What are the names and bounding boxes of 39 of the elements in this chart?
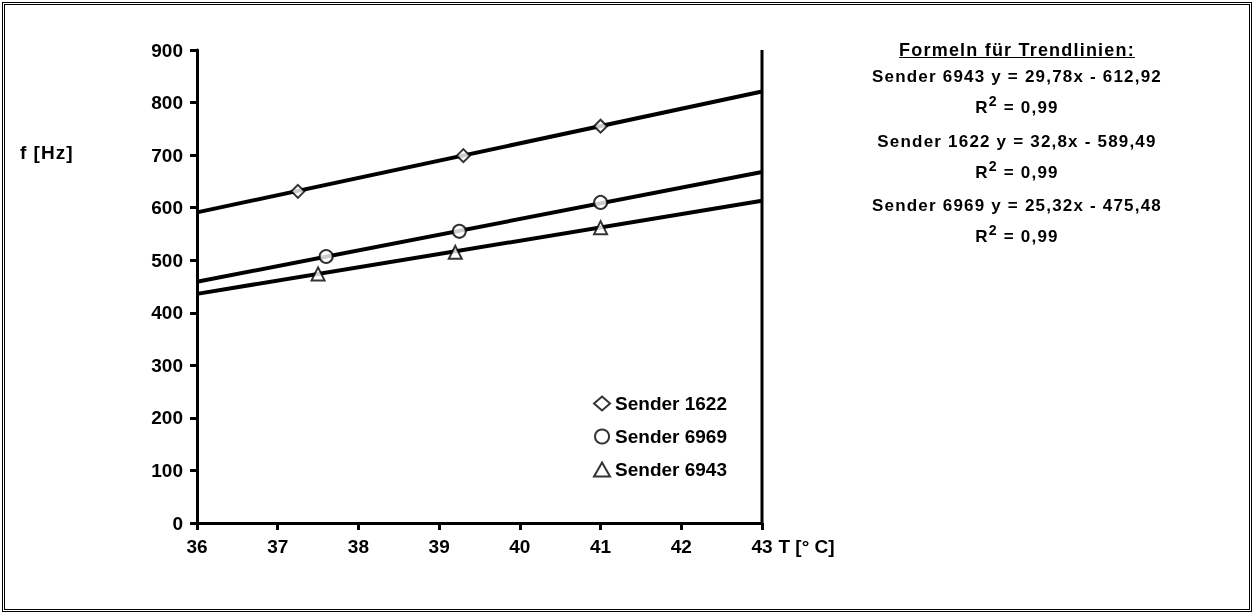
y-tick-label: 400 xyxy=(151,302,183,324)
y-tick-label: 300 xyxy=(151,354,183,376)
y-tick-label: 700 xyxy=(151,144,183,166)
x-tick-label: 42 xyxy=(670,536,692,557)
x-tick-label: 39 xyxy=(428,536,450,557)
legend-label: Sender 6969 xyxy=(615,426,728,447)
y-tick-label: 900 xyxy=(151,39,183,61)
x-tick-label: 41 xyxy=(590,536,612,557)
y-tick-label: 800 xyxy=(151,92,183,114)
text: R$^{2}$ = 0,99 xyxy=(974,156,1060,184)
text: R$^{2}$ = 0,99 xyxy=(974,221,1060,248)
point xyxy=(593,194,609,210)
point xyxy=(455,148,471,164)
x-axis-title: T [° C] xyxy=(778,536,835,557)
point xyxy=(447,244,463,260)
text: Sender 1622 y = 32,8x - 589,49 xyxy=(876,130,1158,153)
x-tick-label: 37 xyxy=(267,536,289,557)
text: Formeln für Trendlinien: xyxy=(898,40,1136,61)
point xyxy=(451,223,467,239)
x-tick-label: 40 xyxy=(509,536,531,557)
point xyxy=(593,220,609,236)
legend-label: Sender 1622 xyxy=(615,393,728,414)
y-tick-label: 600 xyxy=(151,197,183,219)
y-tick-label: 0 xyxy=(172,512,183,534)
y-tick-label: 200 xyxy=(151,407,183,429)
y-axis-title: f [Hz] xyxy=(20,142,74,164)
text: R$^{2}$ = 0,99 xyxy=(974,92,1060,119)
y-tick-label: 500 xyxy=(151,249,183,271)
y-tick-label: 100 xyxy=(151,459,183,481)
legend-label: Sender 6943 xyxy=(615,459,728,480)
text: Sender 6943 y = 29,78x - 612,92 xyxy=(871,66,1163,88)
point xyxy=(290,183,306,199)
point xyxy=(310,266,326,282)
text: Sender 6969 y = 25,32x - 475,48 xyxy=(871,195,1163,218)
point xyxy=(593,118,609,134)
x-tick-label: 36 xyxy=(186,536,208,557)
x-tick-label: 43 xyxy=(751,536,773,557)
point xyxy=(318,249,334,265)
x-tick-label: 38 xyxy=(347,536,369,557)
